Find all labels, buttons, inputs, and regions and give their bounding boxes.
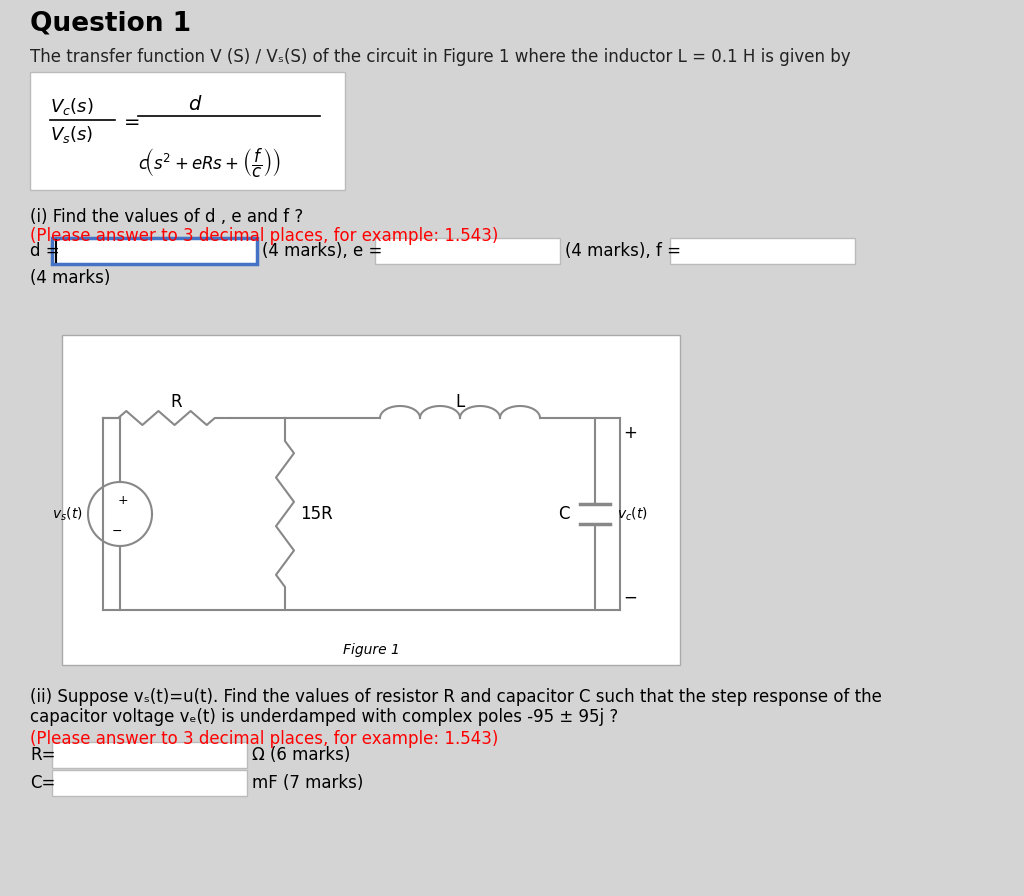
- Text: R: R: [171, 393, 182, 411]
- Text: (4 marks), e =: (4 marks), e =: [262, 242, 388, 260]
- Text: $V_s(s)$: $V_s(s)$: [50, 124, 93, 144]
- Text: C: C: [558, 505, 570, 523]
- Text: The transfer function V⁣ (S) / Vₛ(S) of the circuit in Figure 1 where the induct: The transfer function V⁣ (S) / Vₛ(S) of …: [30, 48, 851, 66]
- FancyBboxPatch shape: [52, 238, 257, 264]
- Text: $v_s(t)$: $v_s(t)$: [52, 505, 83, 522]
- Text: 15R: 15R: [300, 505, 333, 523]
- Text: Figure 1: Figure 1: [343, 643, 399, 657]
- FancyBboxPatch shape: [52, 770, 247, 796]
- Text: (ii) Suppose vₛ(t)=u(t). Find the values of resistor R and capacitor C such that: (ii) Suppose vₛ(t)=u(t). Find the values…: [30, 688, 882, 706]
- Text: (i) Find the values of d , e and f ?: (i) Find the values of d , e and f ?: [30, 208, 303, 226]
- Text: R=: R=: [30, 746, 55, 764]
- Text: +: +: [118, 494, 128, 506]
- Text: $v_c(t)$: $v_c(t)$: [617, 505, 648, 522]
- Text: −: −: [623, 589, 637, 607]
- Text: mF (7 marks): mF (7 marks): [252, 774, 364, 792]
- Text: (4 marks), f =: (4 marks), f =: [565, 242, 686, 260]
- FancyBboxPatch shape: [375, 238, 560, 264]
- FancyBboxPatch shape: [52, 742, 247, 768]
- Text: Question 1: Question 1: [30, 10, 191, 36]
- Text: (Please answer to 3 decimal places, for example: 1.543): (Please answer to 3 decimal places, for …: [30, 730, 499, 748]
- Text: +: +: [623, 424, 637, 442]
- Text: $c\!\left(s^2 + eRs + \left(\dfrac{f}{c}\right)\right)$: $c\!\left(s^2 + eRs + \left(\dfrac{f}{c}…: [138, 147, 281, 180]
- Text: $=$: $=$: [120, 110, 140, 130]
- Text: C=: C=: [30, 774, 55, 792]
- Text: $V_c(s)$: $V_c(s)$: [50, 96, 93, 116]
- Text: d =: d =: [30, 242, 65, 260]
- FancyBboxPatch shape: [62, 335, 680, 665]
- Text: (4 marks): (4 marks): [30, 269, 111, 287]
- Text: L: L: [456, 393, 465, 411]
- Text: Ω (6 marks): Ω (6 marks): [252, 746, 350, 764]
- FancyBboxPatch shape: [670, 238, 855, 264]
- Text: −: −: [112, 524, 122, 538]
- FancyBboxPatch shape: [30, 72, 345, 190]
- Text: (Please answer to 3 decimal places, for example: 1.543): (Please answer to 3 decimal places, for …: [30, 227, 499, 245]
- Text: $d$: $d$: [187, 94, 202, 114]
- Text: capacitor voltage vₑ(t) is underdamped with complex poles -95 ± 95j ?: capacitor voltage vₑ(t) is underdamped w…: [30, 708, 618, 726]
